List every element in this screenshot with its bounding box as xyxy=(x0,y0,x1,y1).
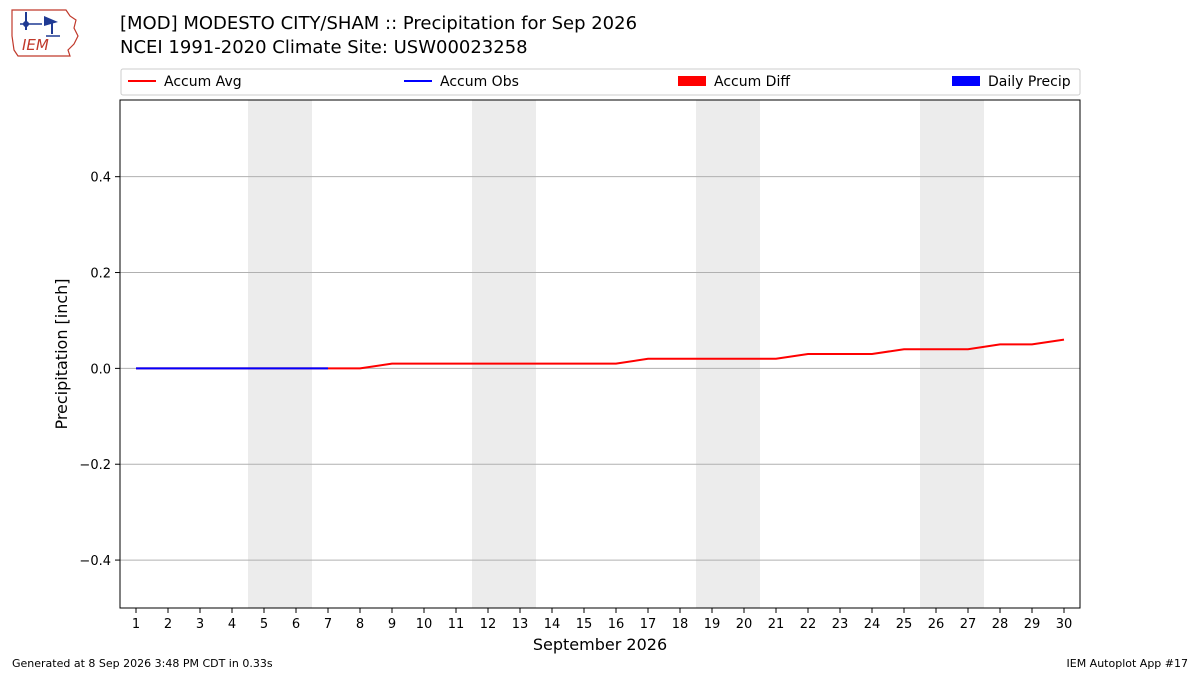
weekend-band xyxy=(920,100,984,608)
chart-title: [MOD] MODESTO CITY/SHAM :: Precipitation… xyxy=(120,13,638,34)
y-tick-label: −0.2 xyxy=(79,458,111,473)
iem-logo: IEM xyxy=(11,9,79,57)
legend-label: Accum Diff xyxy=(714,74,790,90)
legend-swatch-bar xyxy=(952,76,980,86)
x-tick-label: 8 xyxy=(356,617,364,632)
x-tick-label: 26 xyxy=(928,617,945,632)
y-tick-label: 0.0 xyxy=(90,362,111,377)
chart-subtitle: NCEI 1991-2020 Climate Site: USW00023258 xyxy=(120,37,528,58)
x-tick-label: 27 xyxy=(960,617,977,632)
x-tick-label: 7 xyxy=(324,617,332,632)
generated-timestamp: Generated at 8 Sep 2026 3:48 PM CDT in 0… xyxy=(12,657,273,670)
x-tick-label: 28 xyxy=(992,617,1009,632)
x-tick-label: 17 xyxy=(640,617,657,632)
weekend-band xyxy=(248,100,312,608)
y-tick-label: −0.4 xyxy=(79,554,111,569)
x-tick-label: 10 xyxy=(416,617,433,632)
legend-label: Accum Obs xyxy=(440,74,519,90)
x-tick-label: 23 xyxy=(832,617,849,632)
x-tick-label: 24 xyxy=(864,617,881,632)
x-tick-label: 21 xyxy=(768,617,785,632)
x-axis-label: September 2026 xyxy=(533,635,667,654)
legend-label: Daily Precip xyxy=(988,74,1071,90)
x-tick-label: 18 xyxy=(672,617,689,632)
y-tick-label: 0.2 xyxy=(90,267,111,282)
x-tick-label: 25 xyxy=(896,617,913,632)
x-tick-label: 19 xyxy=(704,617,721,632)
x-tick-label: 15 xyxy=(576,617,593,632)
x-tick-label: 29 xyxy=(1024,617,1041,632)
svg-text:IEM: IEM xyxy=(22,36,49,54)
weekend-band xyxy=(472,100,536,608)
weekend-band xyxy=(696,100,760,608)
x-tick-label: 6 xyxy=(292,617,300,632)
x-tick-label: 12 xyxy=(480,617,497,632)
x-tick-label: 14 xyxy=(544,617,561,632)
legend-label: Accum Avg xyxy=(164,74,242,90)
x-tick-label: 2 xyxy=(164,617,172,632)
x-tick-label: 20 xyxy=(736,617,753,632)
legend: Accum Avg Accum Obs Accum Diff Daily Precip xyxy=(120,68,1081,96)
plot-frame xyxy=(119,99,1081,609)
x-tick-label: 1 xyxy=(132,617,140,632)
y-axis-label: Precipitation [inch] xyxy=(52,278,71,429)
y-tick-label: 0.4 xyxy=(90,171,111,186)
x-tick-label: 22 xyxy=(800,617,817,632)
x-tick-label: 13 xyxy=(512,617,529,632)
app-credit: IEM Autoplot App #17 xyxy=(1066,657,1189,670)
x-tick-label: 5 xyxy=(260,617,268,632)
x-tick-label: 4 xyxy=(228,617,236,632)
legend-swatch-bar xyxy=(678,76,706,86)
x-tick-label: 16 xyxy=(608,617,625,632)
x-tick-label: 11 xyxy=(448,617,465,632)
x-tick-label: 9 xyxy=(388,617,396,632)
x-tick-label: 30 xyxy=(1056,617,1073,632)
x-tick-label: 3 xyxy=(196,617,204,632)
